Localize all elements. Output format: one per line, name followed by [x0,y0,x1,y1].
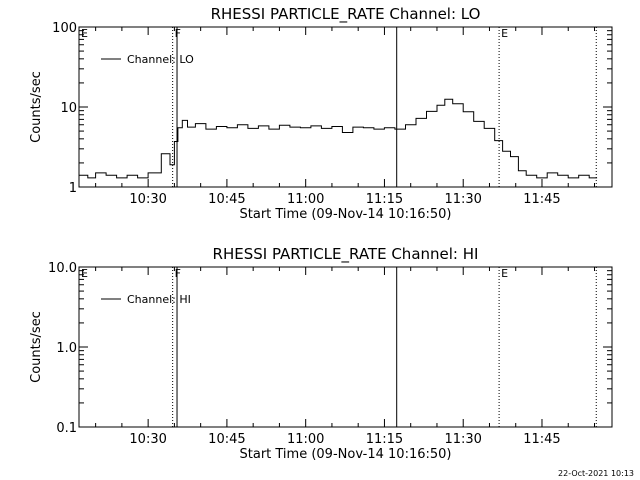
panel-1-plot-frame [78,26,613,188]
panel-1-event-marker-label: E [501,27,508,40]
panel-1-x-tick-label: 11:00 [287,192,324,207]
panel-2-y-tick-label: 1.0 [56,341,77,356]
panel-1-event-marker-label: F [175,27,181,40]
panel-1-event-marker-label: E [81,27,88,40]
panel-1-x-axis-label: Start Time (09-Nov-14 10:16:50) [240,207,452,222]
panel-1-y-tick-label: 1 [69,181,77,196]
panel-1-x-tick-label: 10:45 [208,192,245,207]
panel-2-x-tick-label: 11:45 [523,432,560,447]
panel-2-x-tick-label: 11:00 [287,432,324,447]
panel-1-x-tick-label: 11:45 [523,192,560,207]
panel-2-x-axis-label: Start Time (09-Nov-14 10:16:50) [240,447,452,462]
panel-2-legend-label: Channel: HI [127,293,191,306]
panel-1-y-axis-label: Counts/sec [29,71,44,143]
panel-1-y-tick-label: 10 [60,101,77,116]
panel-1-x-tick-label: 11:30 [444,192,481,207]
panel-1-legend-label: Channel: LO [127,53,194,66]
panel-2-y-axis-label: Counts/sec [29,311,44,383]
panel-2-x-tick-label: 10:30 [129,432,166,447]
panel-1-chart-title: RHESSI PARTICLE_RATE Channel: LO [211,5,481,24]
panel-2-chart-title: RHESSI PARTICLE_RATE Channel: HI [213,245,479,264]
panel-2-x-tick-label: 11:15 [366,432,403,447]
panel-2-x-tick-label: 10:45 [208,432,245,447]
panel-1-y-tick-label: 100 [52,21,77,36]
panel-1-series-line [79,98,598,179]
panel-1-x-tick-label: 10:30 [129,192,166,207]
panel-2-y-tick-label: 10.0 [48,261,77,276]
panel-2-event-marker-label: E [501,267,508,280]
generated-date-footer: 22-Oct-2021 10:13 [558,469,634,478]
panel-2-plot-frame [78,266,613,428]
panel-1-x-tick-label: 11:15 [366,192,403,207]
panel-2-y-tick-label: 0.1 [56,421,77,436]
panel-2-event-marker-label: E [81,267,88,280]
panel-2-x-tick-label: 11:30 [444,432,481,447]
panel-2-event-marker-label: F [175,267,181,280]
